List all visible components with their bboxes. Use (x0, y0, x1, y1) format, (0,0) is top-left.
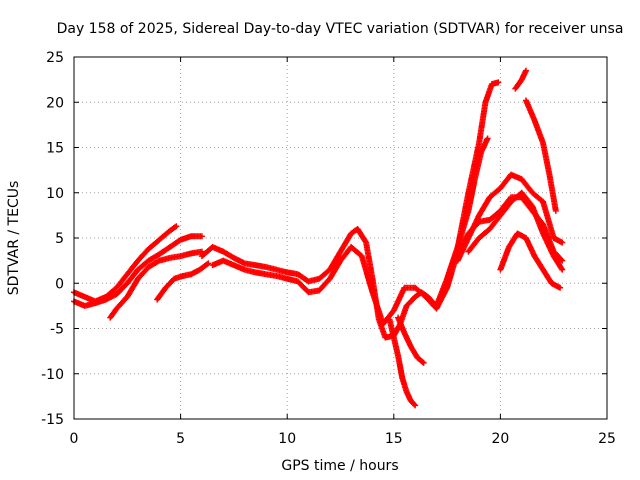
data-point (558, 256, 565, 263)
y-tick-label: -15 (41, 412, 64, 428)
x-tick-labels: 0 5 10 15 20 25 (70, 431, 616, 447)
series-track-2 (71, 233, 205, 309)
y-tick-label: 10 (46, 186, 64, 202)
y-tick-label: -5 (50, 322, 64, 338)
series-track-4 (154, 260, 212, 303)
data-point (198, 233, 205, 240)
series-track-11 (512, 67, 529, 92)
data-point (559, 266, 566, 273)
y-axis-label: SDTVAR / TECUs (6, 181, 22, 296)
data-point (204, 261, 211, 268)
y-tick-labels: -15 -10 -5 0 5 10 15 20 25 (41, 50, 64, 428)
y-tick-label: 25 (46, 50, 64, 66)
x-tick-label: 5 (176, 431, 185, 447)
series-track-12 (522, 97, 559, 214)
series-track-15 (465, 189, 566, 273)
data-point (484, 135, 491, 142)
y-tick-label: -10 (41, 367, 64, 383)
series-track-7 (386, 316, 419, 409)
data-point (205, 260, 212, 267)
data-points (71, 67, 566, 409)
x-tick-label: 0 (70, 431, 79, 447)
data-point (552, 207, 559, 214)
y-tick-label: 5 (55, 231, 64, 247)
data-point (559, 257, 566, 264)
data-point (362, 238, 369, 245)
x-axis-label: GPS time / hours (281, 458, 398, 474)
data-point (558, 265, 565, 272)
x-tick-label: 20 (491, 431, 509, 447)
data-point (559, 239, 566, 246)
series-track-16 (497, 230, 564, 291)
y-tick-label: 20 (46, 95, 64, 111)
data-point (419, 358, 426, 365)
data-point (412, 402, 419, 409)
data-point (522, 67, 529, 74)
y-tick-label: 15 (46, 141, 64, 157)
data-point (420, 359, 427, 366)
grid (74, 57, 607, 419)
chart-title: Day 158 of 2025, Sidereal Day-to-day VTE… (57, 21, 624, 37)
series-track-8 (395, 314, 427, 366)
data-point (411, 401, 418, 408)
x-tick-label: 10 (278, 431, 296, 447)
plot-frame (73, 56, 608, 420)
series-track-3 (107, 248, 205, 321)
data-point (173, 223, 180, 230)
data-point (495, 79, 502, 86)
series-track-1 (71, 223, 180, 305)
y-tick-label: 0 (55, 276, 64, 292)
series-track-10 (454, 135, 491, 251)
data-point (557, 284, 564, 291)
x-tick-label: 25 (598, 431, 616, 447)
x-tick-label: 15 (385, 431, 403, 447)
